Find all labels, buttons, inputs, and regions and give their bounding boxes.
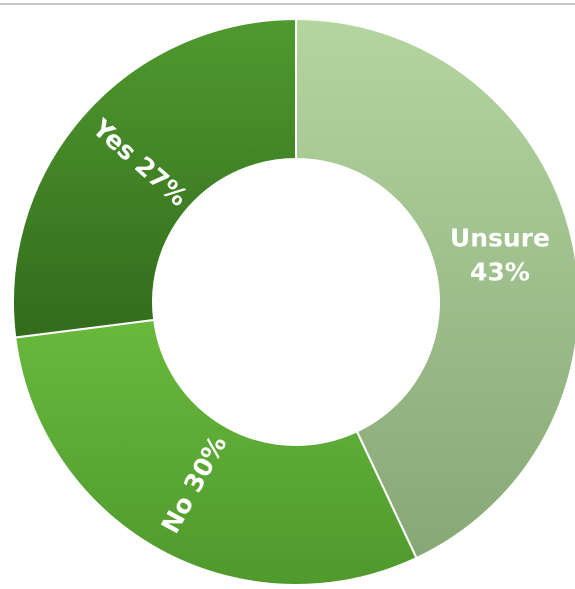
top-divider (0, 3, 575, 5)
slice-yes (12, 17, 297, 339)
slice-label-unsure: Unsure 43% (450, 223, 550, 286)
slice-unsure (295, 17, 575, 560)
donut-slices (12, 17, 575, 586)
slice-no (14, 318, 418, 586)
